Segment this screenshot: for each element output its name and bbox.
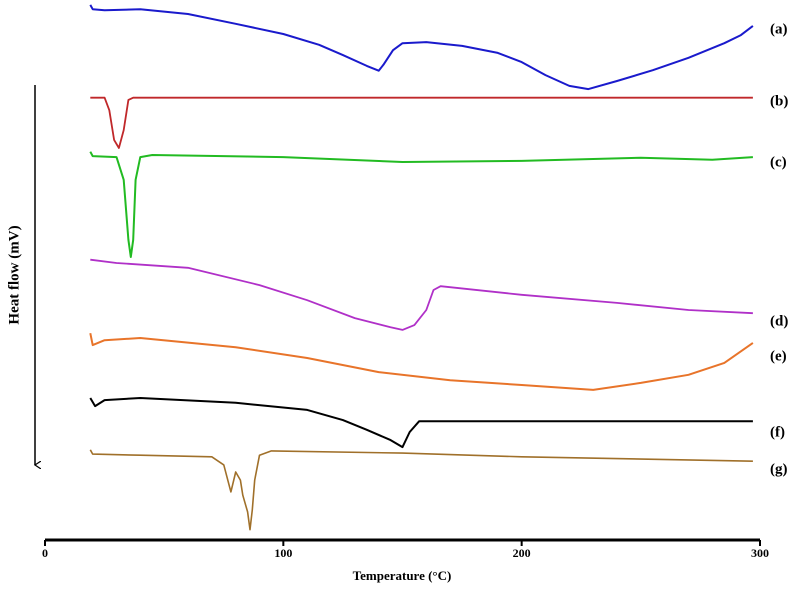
heat-flow-curve	[89, 397, 753, 449]
y-axis-label: Heat flow (mV)	[6, 225, 22, 324]
series-label: (b)	[770, 93, 788, 109]
series-label: (d)	[770, 313, 788, 329]
heat-flow-curve	[89, 4, 754, 91]
heat-flow-curve	[90, 96, 753, 149]
series-label: (f)	[770, 424, 785, 440]
heat-flow-curve	[90, 258, 753, 331]
series-label: (e)	[770, 348, 787, 364]
series-label: (g)	[770, 461, 788, 477]
series-label: (a)	[770, 21, 788, 37]
x-tick-label: 100	[274, 546, 292, 560]
x-axis-label: Temperature (°C)	[353, 568, 452, 583]
heat-flow-curve	[89, 333, 754, 391]
heat-flow-curve	[89, 449, 753, 531]
x-tick-label: 300	[751, 546, 769, 560]
x-tick-label: 200	[513, 546, 531, 560]
x-tick-label: 0	[42, 546, 48, 560]
series-label: (c)	[770, 154, 787, 170]
heat-flow-curve	[89, 151, 753, 258]
